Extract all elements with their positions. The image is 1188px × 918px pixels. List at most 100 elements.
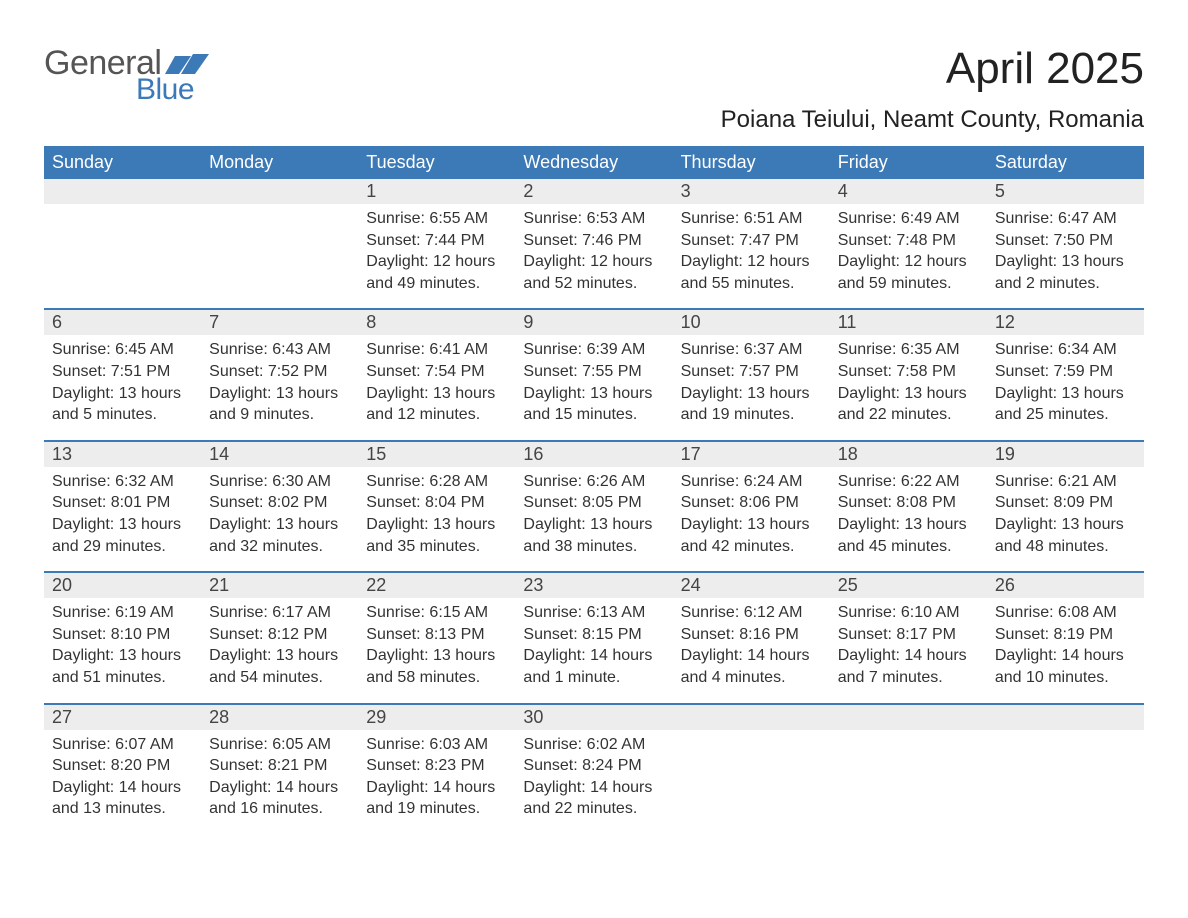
daylight-text: Daylight: 13 hours and 42 minutes. <box>681 514 822 557</box>
dow-row: Sunday Monday Tuesday Wednesday Thursday… <box>44 146 1144 179</box>
day-number <box>830 705 987 730</box>
week-row: 27282930Sunrise: 6:07 AMSunset: 8:20 PMD… <box>44 703 1144 834</box>
day-cell: Sunrise: 6:45 AMSunset: 7:51 PMDaylight:… <box>44 335 201 425</box>
week-row: 13141516171819Sunrise: 6:32 AMSunset: 8:… <box>44 440 1144 571</box>
day-cell <box>987 730 1144 820</box>
daylight-text: Daylight: 13 hours and 48 minutes. <box>995 514 1136 557</box>
dow-monday: Monday <box>201 146 358 179</box>
sunrise-text: Sunrise: 6:02 AM <box>523 734 664 756</box>
sunrise-text: Sunrise: 6:17 AM <box>209 602 350 624</box>
day-cell: Sunrise: 6:30 AMSunset: 8:02 PMDaylight:… <box>201 467 358 557</box>
sunset-text: Sunset: 7:50 PM <box>995 230 1136 252</box>
day-number: 24 <box>673 573 830 598</box>
dow-saturday: Saturday <box>987 146 1144 179</box>
sunrise-text: Sunrise: 6:45 AM <box>52 339 193 361</box>
sunset-text: Sunset: 8:21 PM <box>209 755 350 777</box>
daynum-row: 6789101112 <box>44 310 1144 335</box>
dow-friday: Friday <box>830 146 987 179</box>
titles: April 2025 Poiana Teiului, Neamt County,… <box>721 44 1144 134</box>
day-cell: Sunrise: 6:51 AMSunset: 7:47 PMDaylight:… <box>673 204 830 294</box>
daylight-text: Daylight: 12 hours and 55 minutes. <box>681 251 822 294</box>
sunset-text: Sunset: 7:47 PM <box>681 230 822 252</box>
sunrise-text: Sunrise: 6:22 AM <box>838 471 979 493</box>
day-number: 16 <box>515 442 672 467</box>
day-cell: Sunrise: 6:17 AMSunset: 8:12 PMDaylight:… <box>201 598 358 688</box>
sunrise-text: Sunrise: 6:34 AM <box>995 339 1136 361</box>
daylight-text: Daylight: 13 hours and 38 minutes. <box>523 514 664 557</box>
day-cell: Sunrise: 6:13 AMSunset: 8:15 PMDaylight:… <box>515 598 672 688</box>
sunrise-text: Sunrise: 6:30 AM <box>209 471 350 493</box>
sunset-text: Sunset: 8:06 PM <box>681 492 822 514</box>
sunset-text: Sunset: 7:51 PM <box>52 361 193 383</box>
day-cell <box>830 730 987 820</box>
day-cell: Sunrise: 6:49 AMSunset: 7:48 PMDaylight:… <box>830 204 987 294</box>
daylight-text: Daylight: 13 hours and 12 minutes. <box>366 383 507 426</box>
daylight-text: Daylight: 12 hours and 52 minutes. <box>523 251 664 294</box>
sunset-text: Sunset: 7:54 PM <box>366 361 507 383</box>
daylight-text: Daylight: 13 hours and 15 minutes. <box>523 383 664 426</box>
day-number: 22 <box>358 573 515 598</box>
daylight-text: Daylight: 14 hours and 22 minutes. <box>523 777 664 820</box>
day-number <box>44 179 201 204</box>
sunset-text: Sunset: 7:52 PM <box>209 361 350 383</box>
day-cell: Sunrise: 6:10 AMSunset: 8:17 PMDaylight:… <box>830 598 987 688</box>
daylight-text: Daylight: 14 hours and 7 minutes. <box>838 645 979 688</box>
day-number: 11 <box>830 310 987 335</box>
sunrise-text: Sunrise: 6:10 AM <box>838 602 979 624</box>
day-number: 8 <box>358 310 515 335</box>
dow-thursday: Thursday <box>673 146 830 179</box>
day-number: 1 <box>358 179 515 204</box>
day-cell: Sunrise: 6:34 AMSunset: 7:59 PMDaylight:… <box>987 335 1144 425</box>
daylight-text: Daylight: 13 hours and 35 minutes. <box>366 514 507 557</box>
sunrise-text: Sunrise: 6:21 AM <box>995 471 1136 493</box>
day-cell <box>673 730 830 820</box>
daylight-text: Daylight: 13 hours and 32 minutes. <box>209 514 350 557</box>
sunrise-text: Sunrise: 6:51 AM <box>681 208 822 230</box>
day-cell: Sunrise: 6:21 AMSunset: 8:09 PMDaylight:… <box>987 467 1144 557</box>
sunset-text: Sunset: 8:12 PM <box>209 624 350 646</box>
day-number: 23 <box>515 573 672 598</box>
sunrise-text: Sunrise: 6:03 AM <box>366 734 507 756</box>
content-row: Sunrise: 6:07 AMSunset: 8:20 PMDaylight:… <box>44 730 1144 834</box>
day-cell: Sunrise: 6:43 AMSunset: 7:52 PMDaylight:… <box>201 335 358 425</box>
logo: General Blue <box>44 44 213 107</box>
day-cell: Sunrise: 6:39 AMSunset: 7:55 PMDaylight:… <box>515 335 672 425</box>
daylight-text: Daylight: 13 hours and 5 minutes. <box>52 383 193 426</box>
day-number: 26 <box>987 573 1144 598</box>
sunset-text: Sunset: 8:01 PM <box>52 492 193 514</box>
daynum-row: 12345 <box>44 179 1144 204</box>
daylight-text: Daylight: 14 hours and 19 minutes. <box>366 777 507 820</box>
daynum-row: 20212223242526 <box>44 573 1144 598</box>
sunset-text: Sunset: 8:16 PM <box>681 624 822 646</box>
sunset-text: Sunset: 8:24 PM <box>523 755 664 777</box>
day-cell: Sunrise: 6:15 AMSunset: 8:13 PMDaylight:… <box>358 598 515 688</box>
sunset-text: Sunset: 8:13 PM <box>366 624 507 646</box>
logo-word-blue: Blue <box>136 73 213 107</box>
day-number: 15 <box>358 442 515 467</box>
month-title: April 2025 <box>721 44 1144 94</box>
sunrise-text: Sunrise: 6:37 AM <box>681 339 822 361</box>
daylight-text: Daylight: 13 hours and 51 minutes. <box>52 645 193 688</box>
sunrise-text: Sunrise: 6:26 AM <box>523 471 664 493</box>
day-cell: Sunrise: 6:24 AMSunset: 8:06 PMDaylight:… <box>673 467 830 557</box>
week-row: 6789101112Sunrise: 6:45 AMSunset: 7:51 P… <box>44 308 1144 439</box>
day-cell: Sunrise: 6:03 AMSunset: 8:23 PMDaylight:… <box>358 730 515 820</box>
day-number: 7 <box>201 310 358 335</box>
daylight-text: Daylight: 13 hours and 58 minutes. <box>366 645 507 688</box>
sunset-text: Sunset: 7:59 PM <box>995 361 1136 383</box>
day-cell: Sunrise: 6:22 AMSunset: 8:08 PMDaylight:… <box>830 467 987 557</box>
page: General Blue April 2025 Poiana Teiului, … <box>0 0 1188 834</box>
day-cell: Sunrise: 6:12 AMSunset: 8:16 PMDaylight:… <box>673 598 830 688</box>
daylight-text: Daylight: 14 hours and 10 minutes. <box>995 645 1136 688</box>
day-number: 3 <box>673 179 830 204</box>
day-cell: Sunrise: 6:32 AMSunset: 8:01 PMDaylight:… <box>44 467 201 557</box>
day-number: 20 <box>44 573 201 598</box>
daylight-text: Daylight: 13 hours and 22 minutes. <box>838 383 979 426</box>
sunset-text: Sunset: 8:20 PM <box>52 755 193 777</box>
day-number <box>673 705 830 730</box>
daylight-text: Daylight: 13 hours and 54 minutes. <box>209 645 350 688</box>
sunset-text: Sunset: 7:44 PM <box>366 230 507 252</box>
content-row: Sunrise: 6:55 AMSunset: 7:44 PMDaylight:… <box>44 204 1144 308</box>
sunrise-text: Sunrise: 6:15 AM <box>366 602 507 624</box>
sunset-text: Sunset: 8:08 PM <box>838 492 979 514</box>
